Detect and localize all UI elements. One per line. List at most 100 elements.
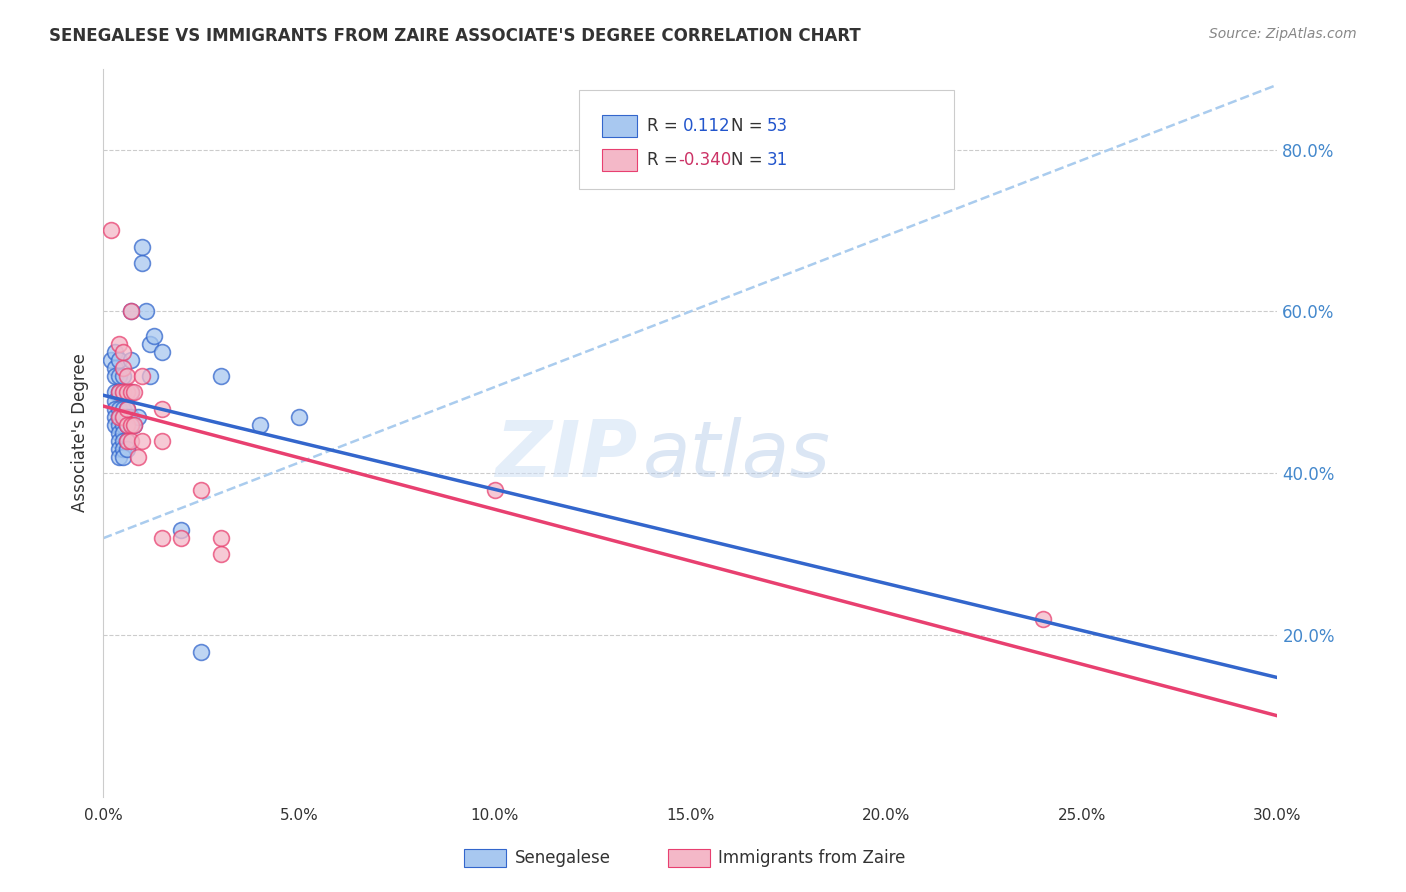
Point bbox=[111, 450, 134, 465]
Point bbox=[131, 369, 153, 384]
Point bbox=[100, 223, 122, 237]
Text: Immigrants from Zaire: Immigrants from Zaire bbox=[718, 849, 905, 867]
Point bbox=[115, 409, 138, 424]
Point bbox=[107, 417, 129, 432]
Point bbox=[127, 450, 149, 465]
Point bbox=[107, 401, 129, 416]
Point bbox=[111, 442, 134, 457]
Point bbox=[104, 369, 127, 384]
Text: Source: ZipAtlas.com: Source: ZipAtlas.com bbox=[1209, 27, 1357, 41]
Text: atlas: atlas bbox=[644, 417, 831, 492]
Point bbox=[107, 385, 129, 400]
Point bbox=[115, 434, 138, 448]
FancyBboxPatch shape bbox=[579, 90, 955, 189]
Point bbox=[115, 417, 138, 432]
Text: Senegalese: Senegalese bbox=[515, 849, 610, 867]
Point bbox=[104, 409, 127, 424]
Point bbox=[107, 450, 129, 465]
Point bbox=[111, 385, 134, 400]
Point bbox=[249, 417, 271, 432]
Point bbox=[150, 531, 173, 545]
Point bbox=[127, 409, 149, 424]
Point bbox=[131, 434, 153, 448]
Point bbox=[150, 401, 173, 416]
Point bbox=[111, 425, 134, 440]
Point bbox=[111, 409, 134, 424]
Point bbox=[111, 417, 134, 432]
Point bbox=[124, 385, 146, 400]
Point bbox=[104, 417, 127, 432]
Point bbox=[120, 417, 142, 432]
Point bbox=[120, 353, 142, 368]
Point bbox=[107, 353, 129, 368]
Point bbox=[209, 369, 232, 384]
Point bbox=[288, 409, 311, 424]
Text: R =: R = bbox=[647, 117, 678, 135]
Point bbox=[111, 434, 134, 448]
Point bbox=[111, 345, 134, 359]
Point bbox=[190, 483, 212, 497]
Point bbox=[107, 336, 129, 351]
Point bbox=[170, 531, 193, 545]
Point bbox=[107, 369, 129, 384]
Point bbox=[115, 401, 138, 416]
Text: 31: 31 bbox=[766, 151, 787, 169]
Point bbox=[111, 401, 134, 416]
Text: 53: 53 bbox=[766, 117, 787, 135]
Y-axis label: Associate's Degree: Associate's Degree bbox=[72, 353, 89, 512]
Text: N =: N = bbox=[731, 117, 763, 135]
Bar bbox=[602, 149, 637, 170]
Point bbox=[124, 417, 146, 432]
Point bbox=[115, 417, 138, 432]
Point bbox=[131, 256, 153, 270]
Point bbox=[139, 369, 162, 384]
Point bbox=[115, 401, 138, 416]
Point bbox=[115, 434, 138, 448]
Point bbox=[107, 425, 129, 440]
Text: 0.112: 0.112 bbox=[683, 117, 731, 135]
Point bbox=[120, 417, 142, 432]
Point bbox=[111, 361, 134, 376]
Point bbox=[209, 548, 232, 562]
Text: ZIP: ZIP bbox=[495, 417, 637, 492]
Point bbox=[107, 434, 129, 448]
Point bbox=[120, 409, 142, 424]
Bar bbox=[602, 115, 637, 137]
Point bbox=[190, 644, 212, 658]
Text: -0.340: -0.340 bbox=[679, 151, 731, 169]
Point bbox=[104, 345, 127, 359]
Point bbox=[111, 385, 134, 400]
Point bbox=[111, 409, 134, 424]
Point bbox=[139, 336, 162, 351]
Point bbox=[131, 240, 153, 254]
Point bbox=[100, 353, 122, 368]
Point bbox=[104, 393, 127, 408]
Point bbox=[120, 304, 142, 318]
Point bbox=[120, 434, 142, 448]
Point bbox=[111, 369, 134, 384]
Point bbox=[135, 304, 157, 318]
Point bbox=[107, 385, 129, 400]
Point bbox=[124, 417, 146, 432]
Point bbox=[120, 385, 142, 400]
Point bbox=[104, 361, 127, 376]
Point bbox=[107, 442, 129, 457]
Point bbox=[150, 345, 173, 359]
Text: N =: N = bbox=[731, 151, 763, 169]
Text: R =: R = bbox=[647, 151, 678, 169]
Point bbox=[115, 369, 138, 384]
Point bbox=[115, 442, 138, 457]
Point bbox=[143, 328, 166, 343]
Point bbox=[120, 385, 142, 400]
Point bbox=[107, 409, 129, 424]
Text: SENEGALESE VS IMMIGRANTS FROM ZAIRE ASSOCIATE'S DEGREE CORRELATION CHART: SENEGALESE VS IMMIGRANTS FROM ZAIRE ASSO… bbox=[49, 27, 860, 45]
Point bbox=[115, 385, 138, 400]
Point bbox=[484, 483, 506, 497]
Point bbox=[120, 304, 142, 318]
Point bbox=[170, 523, 193, 537]
Point bbox=[104, 401, 127, 416]
Point bbox=[1031, 612, 1053, 626]
Point bbox=[115, 385, 138, 400]
Point bbox=[150, 434, 173, 448]
Point bbox=[107, 409, 129, 424]
